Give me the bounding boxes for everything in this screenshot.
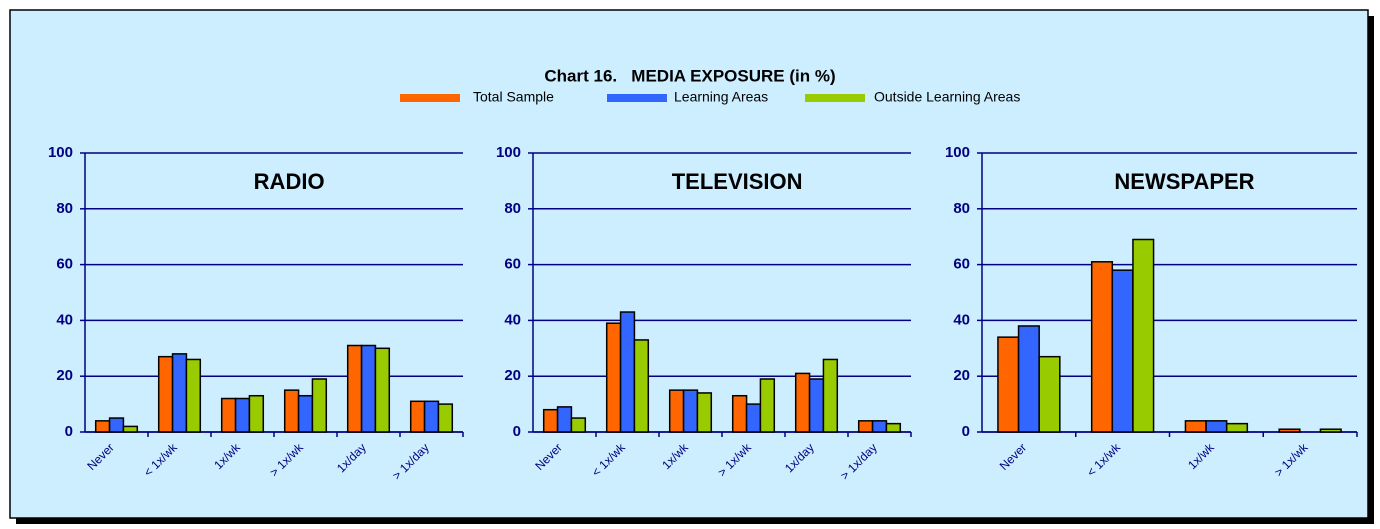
y-tick-label: 40 <box>953 311 970 328</box>
bar <box>857 420 874 433</box>
bar <box>220 397 237 433</box>
y-tick-label: 0 <box>962 423 970 440</box>
bar <box>633 339 650 433</box>
panel-title: RADIO <box>254 169 325 194</box>
bar <box>185 358 202 433</box>
bar <box>759 378 776 433</box>
bar <box>437 403 454 433</box>
legend-label: Total Sample <box>473 89 554 105</box>
legend-label: Outside Learning Areas <box>874 89 1020 105</box>
panel-title: NEWSPAPER <box>1114 169 1254 194</box>
y-tick-label: 100 <box>945 144 970 161</box>
bar <box>1038 355 1061 433</box>
bar <box>409 400 426 433</box>
bar <box>885 422 902 433</box>
legend-swatch <box>607 94 667 102</box>
bar <box>619 311 636 433</box>
bar <box>346 344 363 433</box>
y-tick-label: 80 <box>504 200 521 217</box>
bar <box>311 378 328 433</box>
bar <box>297 394 314 433</box>
bar <box>808 378 825 433</box>
bar <box>1017 325 1040 433</box>
bar <box>94 420 111 433</box>
y-tick-label: 60 <box>56 256 73 273</box>
bar <box>682 389 699 433</box>
bar <box>1278 428 1301 433</box>
bar <box>871 420 888 433</box>
bar <box>1184 420 1207 433</box>
bar <box>360 344 377 433</box>
bar <box>157 355 174 433</box>
y-tick-label: 100 <box>48 144 73 161</box>
y-tick-label: 60 <box>504 256 521 273</box>
y-tick-label: 0 <box>65 423 73 440</box>
legend-swatch <box>400 94 460 102</box>
y-tick-label: 0 <box>513 423 521 440</box>
bar <box>1205 420 1228 433</box>
bar <box>423 400 440 433</box>
bar <box>794 372 811 433</box>
bar <box>745 403 762 433</box>
y-tick-label: 40 <box>504 311 521 328</box>
bar <box>1132 238 1155 433</box>
bar <box>234 397 251 433</box>
bar <box>997 336 1020 433</box>
bar <box>1111 269 1134 433</box>
bar <box>122 425 139 433</box>
y-tick-label: 80 <box>953 200 970 217</box>
bar <box>668 389 685 433</box>
y-tick-label: 20 <box>504 367 521 384</box>
y-tick-label: 80 <box>56 200 73 217</box>
bar <box>248 394 265 433</box>
bar <box>696 392 713 433</box>
bar <box>731 394 748 433</box>
y-tick-label: 20 <box>56 367 73 384</box>
y-tick-label: 60 <box>953 256 970 273</box>
bar <box>171 353 188 433</box>
bar <box>822 358 839 433</box>
bar <box>542 408 559 433</box>
bar <box>1090 261 1114 433</box>
bar <box>570 417 587 433</box>
y-tick-label: 20 <box>953 367 970 384</box>
legend-label: Learning Areas <box>674 89 768 105</box>
bar <box>108 417 125 433</box>
y-tick-label: 100 <box>496 144 521 161</box>
legend-swatch <box>805 94 865 102</box>
bar <box>283 389 300 433</box>
y-tick-label: 40 <box>56 311 73 328</box>
bar <box>374 347 391 433</box>
bar <box>1319 428 1342 433</box>
bar <box>1225 422 1249 433</box>
panel-title: TELEVISION <box>672 169 803 194</box>
bar <box>605 322 622 433</box>
bar <box>556 406 573 433</box>
chart-title: Chart 16. MEDIA EXPOSURE (in %) <box>544 66 835 85</box>
